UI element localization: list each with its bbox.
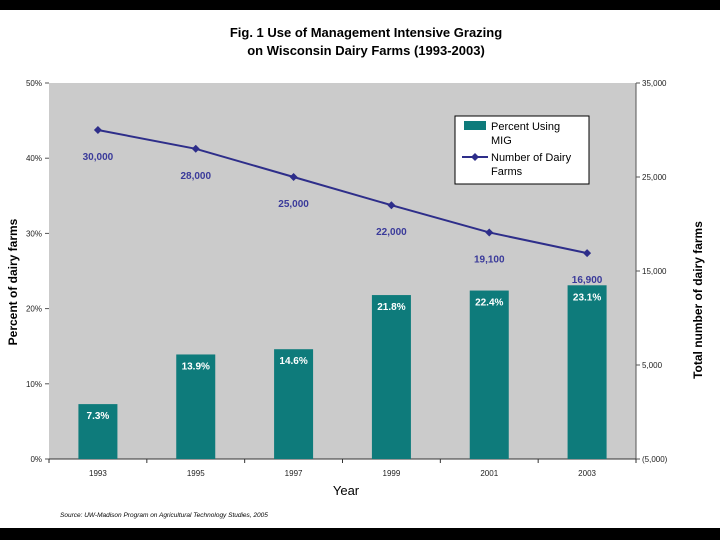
- x-tick-label: 1995: [187, 469, 205, 478]
- chart: Fig. 1 Use of Management Intensive Grazi…: [6, 25, 705, 519]
- x-axis-label: Year: [333, 483, 360, 498]
- y2-axis-label: Total number of dairy farms: [691, 221, 705, 379]
- line-value-label: 19,100: [474, 254, 505, 265]
- y2-tick-label: 25,000: [642, 173, 667, 182]
- line-value-label: 28,000: [180, 171, 211, 182]
- legend-item-line-line-2: Farms: [491, 166, 523, 178]
- bar: [469, 290, 509, 459]
- bar-value-label: 22.4%: [475, 298, 503, 309]
- bar: [176, 354, 216, 459]
- bar-value-label: 14.6%: [279, 356, 307, 367]
- legend-item-bar-line-2: MIG: [491, 135, 512, 147]
- y-axis-label: Percent of dairy farms: [6, 218, 20, 345]
- line-point: [583, 249, 592, 258]
- y-tick-label: 40%: [26, 154, 42, 163]
- chart-title-line-1: Fig. 1 Use of Management Intensive Grazi…: [230, 25, 502, 40]
- bar: [567, 285, 607, 459]
- legend: Percent Using MIG Number of Dairy Farms: [454, 115, 590, 185]
- y-tick-label: 0%: [30, 455, 42, 464]
- line-value-label: 25,000: [278, 199, 309, 210]
- legend-bar-swatch: [464, 121, 486, 130]
- y-tick-label: 10%: [26, 380, 42, 389]
- y2-tick-label: 5,000: [642, 361, 663, 370]
- line-value-label: 22,000: [376, 227, 407, 238]
- line-value-label: 16,900: [572, 275, 603, 286]
- line-point: [485, 228, 494, 237]
- x-tick-label: 1999: [383, 469, 401, 478]
- bar: [371, 295, 411, 459]
- line-point: [289, 173, 298, 181]
- y-tick-label: 30%: [26, 229, 42, 238]
- bar: [274, 349, 314, 459]
- legend-item-bar-line-1: Percent Using: [491, 121, 560, 133]
- line-series-path: [97, 129, 588, 255]
- source-note: Source: UW-Madison Program on Agricultur…: [60, 512, 268, 519]
- y-tick-label: 20%: [26, 305, 42, 314]
- slide: Fig. 1 Use of Management Intensive Grazi…: [0, 10, 720, 528]
- legend-line-marker: [471, 153, 479, 161]
- bar-value-label: 13.9%: [182, 361, 210, 372]
- x-tick-label: 1997: [285, 469, 303, 478]
- line-value-label: 30,000: [83, 152, 114, 163]
- legend-item-line-line-1: Number of Dairy: [491, 152, 572, 164]
- y2-tick-label: 15,000: [642, 267, 667, 276]
- bar: [78, 404, 118, 459]
- line-point: [387, 201, 396, 210]
- x-tick-label: 2003: [578, 469, 596, 478]
- x-tick-label: 1993: [89, 469, 107, 478]
- y2-tick-label: 35,000: [642, 79, 667, 88]
- y-tick-label: 50%: [26, 79, 42, 88]
- x-tick-label: 2001: [480, 469, 498, 478]
- y2-tick-label: (5,000): [642, 455, 668, 464]
- bar-value-label: 7.3%: [87, 411, 110, 422]
- bar-value-label: 23.1%: [573, 292, 601, 303]
- line-point: [191, 144, 200, 153]
- bar-value-label: 21.8%: [377, 302, 405, 313]
- line-point: [93, 126, 102, 134]
- chart-title-line-2: on Wisconsin Dairy Farms (1993-2003): [247, 43, 485, 58]
